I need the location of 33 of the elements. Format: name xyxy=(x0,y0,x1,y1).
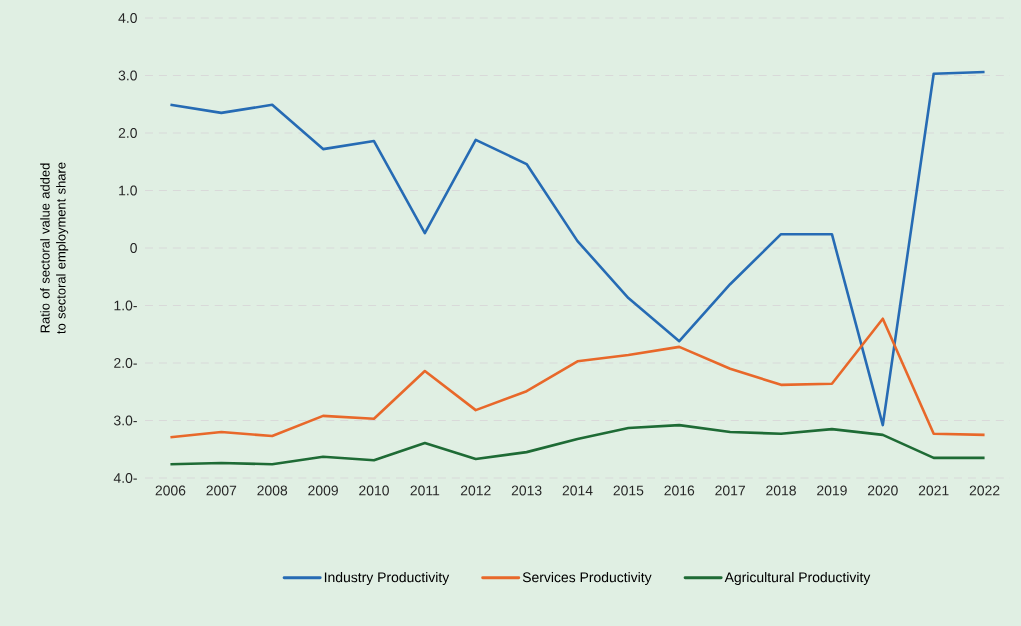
x-tick-label: 2012 xyxy=(460,485,491,496)
legend-label: Agricultural Productivity xyxy=(724,572,871,586)
x-tick-label: 2010 xyxy=(359,485,389,496)
y-tick-label: 2.0- xyxy=(114,358,137,368)
x-tick-label: 2014 xyxy=(562,485,593,496)
x-tick-label: 2022 xyxy=(969,485,1000,496)
legend-label: Industry Productivity xyxy=(324,572,450,586)
legend-label: Services Productivity xyxy=(522,572,652,586)
x-tick-label: 2013 xyxy=(511,485,542,496)
x-tick-label: 2007 xyxy=(206,485,237,496)
line-series xyxy=(169,317,986,439)
y-tick-label: 1.0- xyxy=(114,300,137,311)
x-tick-label: 2019 xyxy=(817,485,847,496)
y-tick-label: 4.0 xyxy=(118,13,137,23)
x-tick-label: 2008 xyxy=(257,485,288,496)
x-tick-label: 2017 xyxy=(715,485,745,496)
x-tick-label: 2021 xyxy=(918,485,949,496)
line-series xyxy=(169,70,986,427)
x-tick-label: 2018 xyxy=(766,485,796,496)
y-axis-title: Ratio of sectoral value added to sectoral employment share xyxy=(40,162,69,334)
y-tick-label: 2.0 xyxy=(118,128,137,138)
y-tick-label: 4.0- xyxy=(113,473,137,483)
x-tick-label: 2011 xyxy=(410,485,440,496)
y-tick-label: 0 xyxy=(130,243,137,253)
x-tick-label: 2020 xyxy=(867,485,898,496)
x-tick-label: 2009 xyxy=(308,485,338,496)
y-tick-label: 3.0 xyxy=(118,70,137,81)
x-tick-label: 2016 xyxy=(664,485,695,496)
y-tick-label: 3.0- xyxy=(113,415,137,426)
x-tick-label: 2006 xyxy=(155,485,186,496)
x-tick-label: 2015 xyxy=(613,485,644,496)
y-tick-label: 1.0 xyxy=(119,185,137,196)
line-series xyxy=(169,423,986,466)
